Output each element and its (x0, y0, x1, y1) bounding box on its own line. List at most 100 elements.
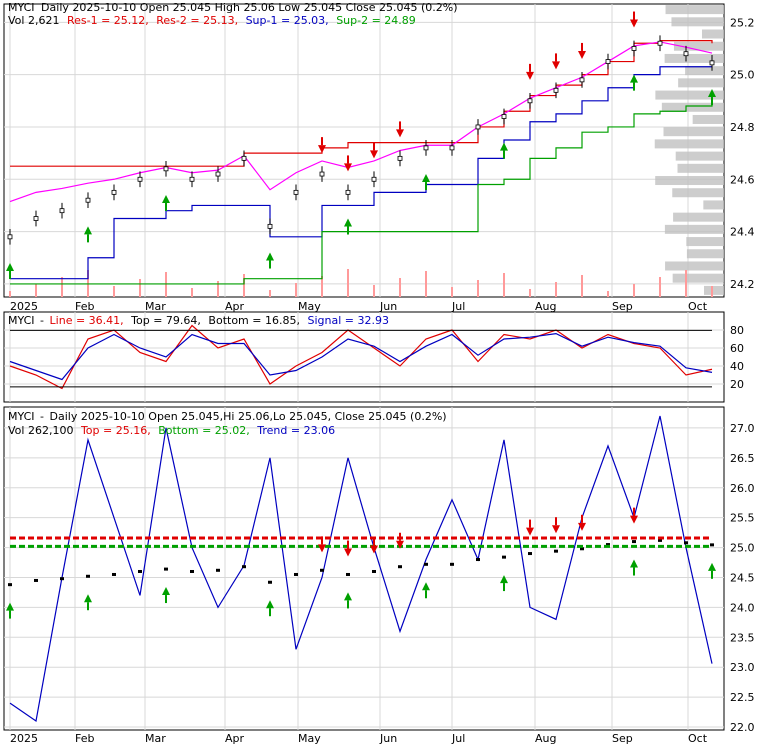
sell-arrow-lower (396, 540, 404, 549)
volume-profile-bar (655, 90, 724, 100)
series-layer (7, 35, 715, 723)
sell-arrow-lower (318, 544, 326, 553)
price-candle (111, 189, 117, 195)
y-tick-label: 22.0 (730, 721, 755, 734)
close-dash (86, 574, 90, 578)
buy-arrow-lower (266, 600, 274, 609)
volume-profile-bar (686, 249, 724, 259)
panel2-legend: MYCI - Line = 36.41, Top = 79.64, Bottom… (8, 314, 389, 327)
price-candle (85, 197, 91, 203)
price-candle (371, 176, 377, 182)
price-candle (33, 216, 39, 221)
price-candle (7, 234, 13, 240)
support-1-line (10, 66, 712, 280)
buy-arrow-lower (6, 602, 14, 611)
sell-arrow (318, 145, 326, 154)
close-dash (476, 558, 480, 562)
x-tick-label-top: Feb (75, 300, 94, 313)
volume-bar (321, 276, 323, 297)
y-tick-label: 25.2 (730, 16, 755, 29)
x-tick-label-bottom: 2025 (10, 732, 38, 745)
price-candle (631, 46, 637, 51)
price-candle (189, 176, 195, 182)
close-dash (684, 541, 688, 545)
volume-bar (269, 290, 271, 297)
close-dash (112, 572, 116, 576)
buy-arrow (630, 74, 638, 83)
close-dash (320, 568, 324, 572)
buy-arrow-lower (344, 592, 352, 601)
close-dash (606, 543, 610, 547)
panel1-res2: Res-2 = 25.13, (156, 14, 238, 27)
price-candle (605, 59, 611, 64)
buy-arrow (6, 262, 14, 271)
buy-arrow (84, 226, 92, 235)
volume-bar (191, 288, 193, 297)
sell-arrow (526, 71, 534, 80)
volume-bar (555, 282, 557, 297)
close-dash (268, 580, 272, 584)
panel1-sup2: Sup-2 = 24.89 (336, 14, 416, 27)
y-tick-label: 25.0 (730, 542, 755, 555)
price-candle (215, 171, 221, 177)
y-tick-label: 60 (730, 342, 744, 355)
close-dash (138, 569, 142, 573)
panel1-ticker: MYCI (8, 1, 35, 14)
volume-bar (139, 279, 141, 297)
y-tick-label: 80 (730, 324, 744, 337)
y-tick-label: 23.5 (730, 631, 755, 644)
x-tick-label-top: Apr (225, 300, 245, 313)
volume-profile-bar (654, 139, 724, 149)
x-tick-label-bottom: May (298, 732, 321, 745)
panel2-line: Line = 36.41, (50, 314, 124, 327)
y-tick-label: 26.5 (730, 452, 755, 465)
volume-bar (529, 289, 531, 297)
buy-arrow (708, 89, 716, 98)
x-tick-label-bottom: Aug (535, 732, 556, 745)
close-dash (580, 547, 584, 551)
volume-profile-bar (665, 5, 724, 15)
sell-arrow (344, 163, 352, 172)
panel1-frame (3, 3, 725, 298)
panel3-header: MYCI - Daily 2025-10-10 Open 25.045,Hi 2… (8, 410, 447, 423)
price-candle (683, 51, 689, 57)
buy-arrow-lower (84, 594, 92, 603)
volume-bar (61, 277, 63, 297)
x-tick-label-top: 2025 (10, 300, 38, 313)
price-candle (423, 145, 429, 151)
sell-arrow-lower (370, 545, 378, 554)
volume-profile-bar (664, 53, 724, 63)
y-tick-label: 24.8 (730, 121, 755, 134)
volume-profile-bar (665, 261, 724, 271)
grid-layer (4, 4, 724, 730)
y-tick-label: 20 (730, 378, 744, 391)
volume-profile-bar (655, 176, 724, 186)
panel3-title: Daily 2025-10-10 Open 25.045,Hi 25.06,Lo… (50, 410, 447, 423)
volume-bar (477, 280, 479, 297)
close-dash (372, 569, 376, 573)
y-tick-label: 24.6 (730, 173, 755, 186)
volume-profile-bar (686, 237, 724, 247)
close-dash (60, 577, 64, 581)
sell-arrow-lower (344, 548, 352, 557)
panel1-sup1: Sup-1 = 25.03, (246, 14, 329, 27)
close-dash (346, 572, 350, 576)
sell-arrow-lower (552, 525, 560, 534)
y-tick-label: 24.2 (730, 278, 755, 291)
y-tick-label: 27.0 (730, 422, 755, 435)
x-tick-label-bottom: Jul (451, 732, 465, 745)
y-tick-label: 40 (730, 360, 744, 373)
volume-bar (35, 284, 37, 297)
buy-arrow (162, 194, 170, 203)
volume-bar (347, 269, 349, 297)
price-candle (449, 145, 455, 151)
x-tick-label-top: Oct (688, 300, 708, 313)
price-candle (475, 124, 481, 130)
support-2-line (10, 103, 713, 285)
volume-bar (373, 285, 375, 297)
sell-arrow (578, 50, 586, 59)
buy-arrow-lower (708, 562, 716, 571)
y-tick-label: 22.5 (730, 691, 755, 704)
